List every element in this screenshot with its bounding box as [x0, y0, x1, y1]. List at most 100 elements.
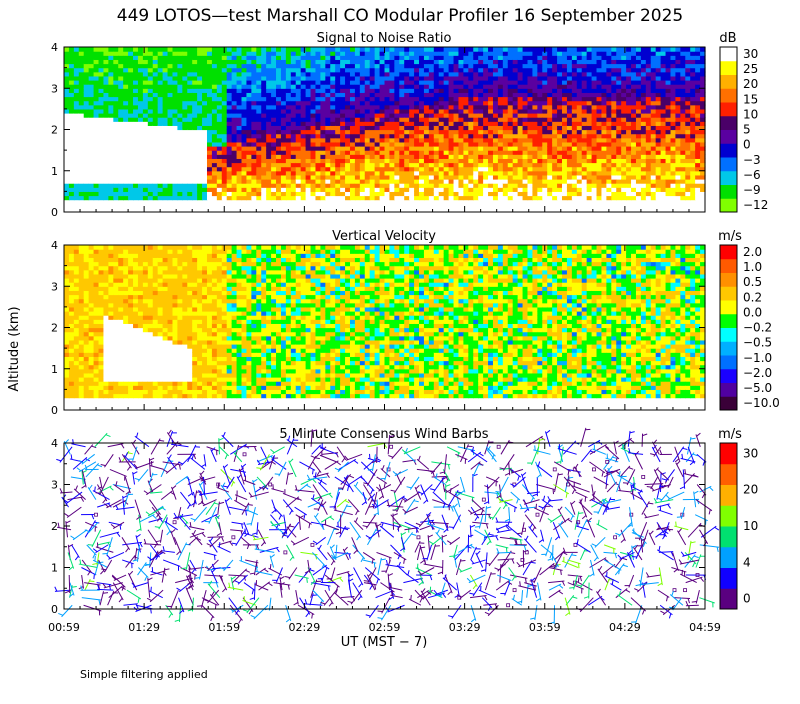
snr-cell — [483, 68, 489, 73]
snr-cell — [641, 55, 647, 60]
snr-cell — [118, 113, 124, 118]
snr-cell — [153, 150, 159, 155]
snr-cell — [429, 84, 435, 89]
snr-cell — [168, 121, 174, 126]
snr-cell — [483, 51, 489, 56]
snr-cell — [434, 51, 440, 56]
snr-cell — [79, 175, 85, 180]
snr-cell — [340, 150, 346, 155]
snr-cell — [301, 142, 307, 147]
snr-cell — [601, 117, 607, 122]
snr-cell — [503, 101, 509, 106]
snr-cell — [266, 72, 272, 77]
snr-cell — [370, 187, 376, 192]
snr-cell — [118, 88, 124, 93]
snr-cell — [385, 142, 391, 147]
snr-cell — [168, 109, 174, 114]
snr-cell — [552, 88, 558, 93]
snr-cell — [84, 55, 90, 60]
snr-cell — [399, 167, 405, 172]
snr-cell — [606, 80, 612, 85]
snr-cell — [601, 97, 607, 102]
snr-cell — [641, 167, 647, 172]
vv-heatmap — [64, 245, 706, 398]
snr-cell — [320, 175, 326, 180]
snr-cell — [335, 138, 341, 143]
snr-cell — [385, 121, 391, 126]
snr-cell — [355, 134, 361, 139]
snr-cell — [523, 171, 529, 176]
snr-cell — [94, 97, 100, 102]
snr-cell — [266, 92, 272, 97]
snr-cell — [646, 72, 652, 77]
snr-cell — [237, 130, 243, 135]
snr-cell — [128, 121, 134, 126]
snr-cell — [690, 175, 696, 180]
snr-cell — [656, 47, 662, 52]
snr-cell — [89, 138, 95, 143]
snr-cell — [242, 88, 248, 93]
snr-cell — [483, 130, 489, 135]
snr-cell — [513, 97, 519, 102]
snr-cell — [523, 117, 529, 122]
snr-cell — [582, 191, 588, 196]
snr-cell — [350, 130, 356, 135]
snr-cell — [192, 175, 198, 180]
snr-cell — [385, 125, 391, 130]
snr-cell — [237, 68, 243, 73]
snr-cell — [621, 105, 627, 110]
snr-cell — [360, 130, 366, 135]
snr-cell — [79, 146, 85, 151]
snr-cell — [532, 187, 538, 192]
snr-cell — [582, 183, 588, 188]
snr-cell — [365, 179, 371, 184]
snr-cell — [587, 183, 593, 188]
snr-cell — [473, 113, 479, 118]
snr-cell — [237, 117, 243, 122]
snr-cell — [567, 171, 573, 176]
snr-cell — [237, 179, 243, 184]
snr-cell — [330, 47, 336, 52]
snr-cell — [320, 47, 326, 52]
snr-cell — [542, 97, 548, 102]
snr-cell — [94, 134, 100, 139]
snr-cell — [286, 138, 292, 143]
snr-cell — [64, 121, 70, 126]
snr-cell — [163, 175, 169, 180]
snr-cell — [108, 183, 114, 188]
snr-cell — [503, 121, 509, 126]
snr-cell — [330, 142, 336, 147]
snr-cell — [493, 130, 499, 135]
snr-cell — [478, 196, 484, 201]
snr-cell — [636, 88, 642, 93]
snr-cell — [375, 125, 381, 130]
snr-cell — [163, 101, 169, 106]
snr-cell — [424, 51, 430, 56]
snr-cell — [651, 113, 657, 118]
snr-cell — [409, 175, 415, 180]
snr-cell — [434, 191, 440, 196]
snr-cell — [79, 59, 85, 64]
snr-cell — [350, 175, 356, 180]
snr-cell — [133, 97, 139, 102]
snr-cell — [153, 101, 159, 106]
snr-cell — [108, 117, 114, 122]
snr-cell — [478, 125, 484, 130]
snr-cell — [572, 150, 578, 155]
snr-cell — [631, 146, 637, 151]
snr-cell — [84, 167, 90, 172]
snr-cell — [404, 146, 410, 151]
snr-cell — [84, 68, 90, 73]
snr-cell — [537, 105, 543, 110]
snr-cell — [163, 105, 169, 110]
snr-cell — [281, 105, 287, 110]
snr-cell — [128, 125, 134, 130]
snr-cell — [380, 187, 386, 192]
snr-cell — [123, 187, 129, 192]
snr-cell — [256, 138, 262, 143]
snr-cell — [611, 187, 617, 192]
snr-cell — [473, 59, 479, 64]
snr-cell — [271, 72, 277, 77]
snr-cell — [557, 179, 563, 184]
colorbar-label: 20 — [743, 77, 758, 91]
